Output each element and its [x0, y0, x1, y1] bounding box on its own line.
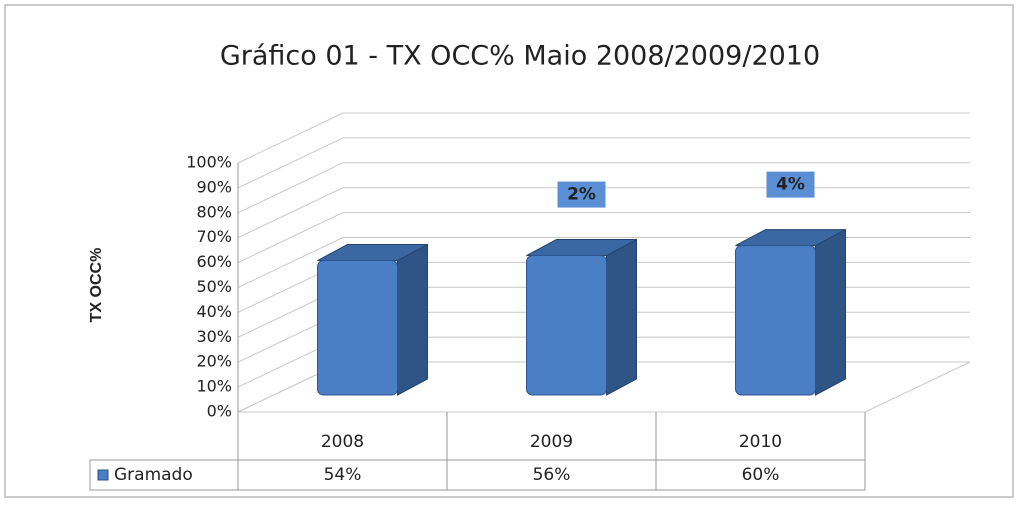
y-tick-label: 10%	[196, 377, 232, 396]
y-axis-label: TX OCC%	[88, 248, 105, 323]
annotation-box	[766, 171, 815, 198]
value-label: 56%	[533, 465, 571, 485]
value-label: 60%	[742, 465, 780, 485]
bar	[317, 260, 398, 396]
bar	[735, 245, 816, 396]
annotation-box	[557, 181, 606, 208]
bar-side	[397, 243, 428, 396]
grid-line	[237, 162, 344, 214]
chart-title: Gráfico 01 - TX OCC% Maio 2008/2009/2010	[220, 41, 820, 72]
y-tick-label: 90%	[196, 177, 232, 196]
y-tick-label: 40%	[196, 302, 232, 321]
grid-line	[237, 187, 344, 239]
chart-frame	[4, 4, 1014, 498]
grid-line	[237, 112, 344, 164]
x-tick-label: 2010	[739, 432, 782, 452]
grid-line	[237, 212, 344, 264]
x-tick-label: 2008	[321, 432, 364, 452]
value-label: 54%	[324, 465, 362, 485]
bar-side	[606, 238, 637, 396]
y-tick-label: 0%	[207, 402, 232, 421]
annotation: 4%	[776, 175, 805, 195]
x-tick-label: 2009	[530, 432, 573, 452]
bar-side	[815, 228, 846, 396]
legend-label: Gramado	[114, 465, 193, 485]
y-tick-label: 30%	[196, 327, 232, 346]
y-tick-label: 70%	[196, 227, 232, 246]
grid-line	[237, 137, 344, 189]
y-tick-label: 60%	[196, 252, 232, 271]
y-tick-label: 50%	[196, 277, 232, 296]
data-table	[89, 412, 866, 491]
legend-key	[97, 469, 109, 481]
y-tick-label: 100%	[186, 153, 232, 172]
bar	[526, 255, 607, 396]
grid-line	[237, 237, 344, 288]
annotation: 2%	[567, 185, 596, 205]
y-tick-label: 80%	[196, 202, 232, 221]
y-tick-label: 20%	[196, 352, 232, 371]
